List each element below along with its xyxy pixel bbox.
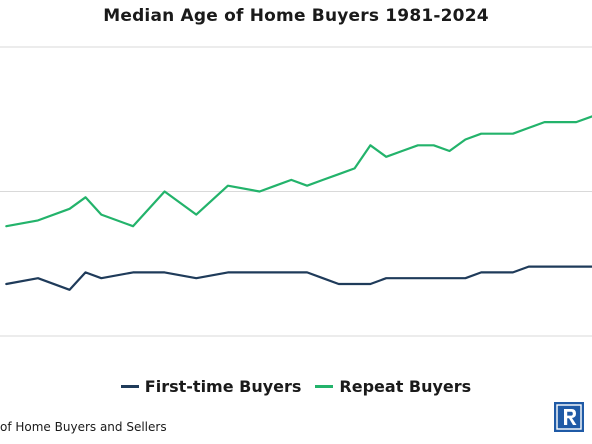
legend-swatch-first-time — [120, 385, 139, 388]
legend-item-first-time: First-time Buyers — [120, 377, 302, 396]
source-note: of Home Buyers and Sellers — [0, 420, 167, 434]
realtor-r-logo-icon — [554, 402, 584, 432]
series-line-first-time — [5, 265, 592, 291]
chart-title: Median Age of Home Buyers 1981-2024 — [103, 6, 489, 26]
series-first-time — [5, 265, 592, 291]
chart-legend: First-time Buyers Repeat Buyers — [0, 377, 592, 396]
series-line-repeat — [5, 115, 592, 228]
legend-label-first-time: First-time Buyers — [144, 377, 302, 396]
legend-label-repeat: Repeat Buyers — [339, 377, 472, 396]
legend-item-repeat: Repeat Buyers — [315, 377, 471, 396]
series-repeat — [5, 115, 592, 228]
legend-swatch-repeat — [315, 385, 334, 388]
